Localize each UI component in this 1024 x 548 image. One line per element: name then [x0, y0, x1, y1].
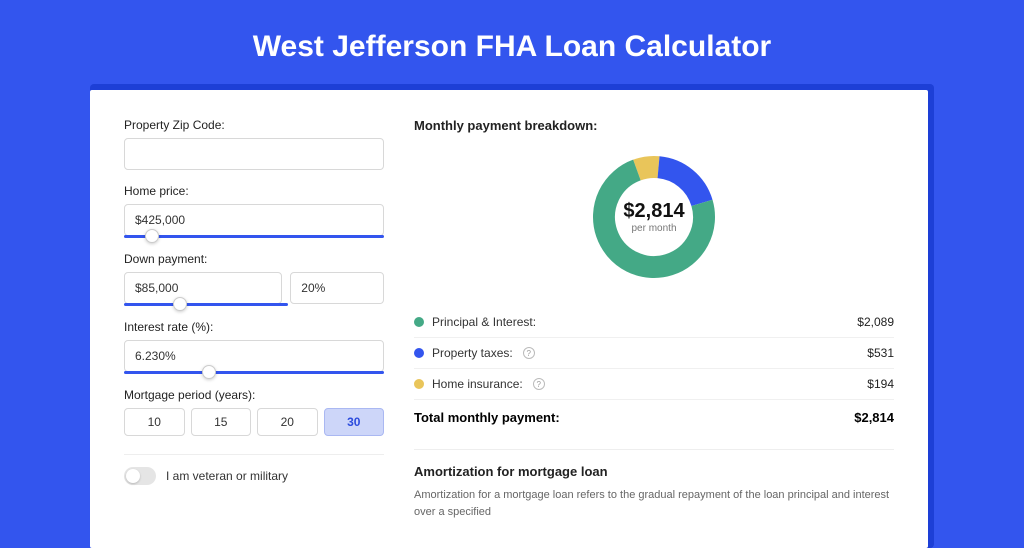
- home-price-label: Home price:: [124, 184, 384, 198]
- zip-input[interactable]: [124, 138, 384, 170]
- period-option-30[interactable]: 30: [324, 408, 385, 436]
- down-payment-amount-input[interactable]: [124, 272, 282, 304]
- calculator-card: Property Zip Code: Home price: Down paym…: [90, 90, 928, 548]
- card-shadow: Property Zip Code: Home price: Down paym…: [90, 84, 934, 548]
- breakdown-panel: Monthly payment breakdown: $2,814 per mo…: [414, 118, 894, 520]
- interest-slider-thumb[interactable]: [202, 365, 216, 379]
- page-title: West Jefferson FHA Loan Calculator: [0, 30, 1024, 64]
- info-icon[interactable]: ?: [523, 347, 535, 359]
- legend-row: Home insurance:? $194: [414, 369, 894, 400]
- info-icon[interactable]: ?: [533, 378, 545, 390]
- down-payment-slider-thumb[interactable]: [173, 297, 187, 311]
- total-value: $2,814: [854, 410, 894, 425]
- legend-label: Principal & Interest:: [432, 315, 536, 329]
- legend-label: Home insurance:: [432, 377, 523, 391]
- donut-chart: $2,814 per month: [414, 147, 894, 287]
- zip-label: Property Zip Code:: [124, 118, 384, 132]
- legend-value: $2,089: [857, 315, 894, 329]
- form-panel: Property Zip Code: Home price: Down paym…: [124, 118, 384, 520]
- home-price-input[interactable]: [124, 204, 384, 236]
- total-label: Total monthly payment:: [414, 410, 560, 425]
- donut-center-sub: per month: [631, 223, 676, 234]
- interest-field: Interest rate (%):: [124, 320, 384, 374]
- legend-label: Property taxes:: [432, 346, 513, 360]
- legend-row: Principal & Interest: $2,089: [414, 307, 894, 338]
- home-price-slider-thumb[interactable]: [145, 229, 159, 243]
- period-label: Mortgage period (years):: [124, 388, 384, 402]
- amortization-title: Amortization for mortgage loan: [414, 464, 894, 479]
- amortization-section: Amortization for mortgage loan Amortizat…: [414, 449, 894, 520]
- zip-field: Property Zip Code:: [124, 118, 384, 170]
- period-option-10[interactable]: 10: [124, 408, 185, 436]
- period-option-20[interactable]: 20: [257, 408, 318, 436]
- donut-arc: [659, 167, 702, 203]
- home-price-slider[interactable]: [124, 235, 384, 238]
- legend-row: Property taxes:? $531: [414, 338, 894, 369]
- veteran-row: I am veteran or military: [124, 454, 384, 485]
- legend: Principal & Interest: $2,089 Property taxe…: [414, 307, 894, 400]
- veteran-toggle[interactable]: [124, 467, 156, 485]
- legend-value: $194: [867, 377, 894, 391]
- down-payment-pct-input[interactable]: [290, 272, 384, 304]
- legend-dot: [414, 317, 424, 327]
- period-options: 10152030: [124, 408, 384, 436]
- interest-input[interactable]: [124, 340, 384, 372]
- period-field: Mortgage period (years): 10152030: [124, 388, 384, 436]
- amortization-body: Amortization for a mortgage loan refers …: [414, 487, 894, 520]
- down-payment-slider[interactable]: [124, 303, 288, 306]
- legend-dot: [414, 379, 424, 389]
- interest-slider[interactable]: [124, 371, 384, 374]
- down-payment-label: Down payment:: [124, 252, 384, 266]
- breakdown-title: Monthly payment breakdown:: [414, 118, 894, 133]
- period-option-15[interactable]: 15: [191, 408, 252, 436]
- legend-dot: [414, 348, 424, 358]
- legend-value: $531: [867, 346, 894, 360]
- donut-arc: [637, 167, 659, 170]
- home-price-field: Home price:: [124, 184, 384, 238]
- interest-label: Interest rate (%):: [124, 320, 384, 334]
- toggle-knob: [126, 469, 140, 483]
- veteran-label: I am veteran or military: [166, 469, 288, 483]
- donut-center-value: $2,814: [623, 200, 685, 222]
- total-row: Total monthly payment: $2,814: [414, 400, 894, 431]
- down-payment-field: Down payment:: [124, 252, 384, 306]
